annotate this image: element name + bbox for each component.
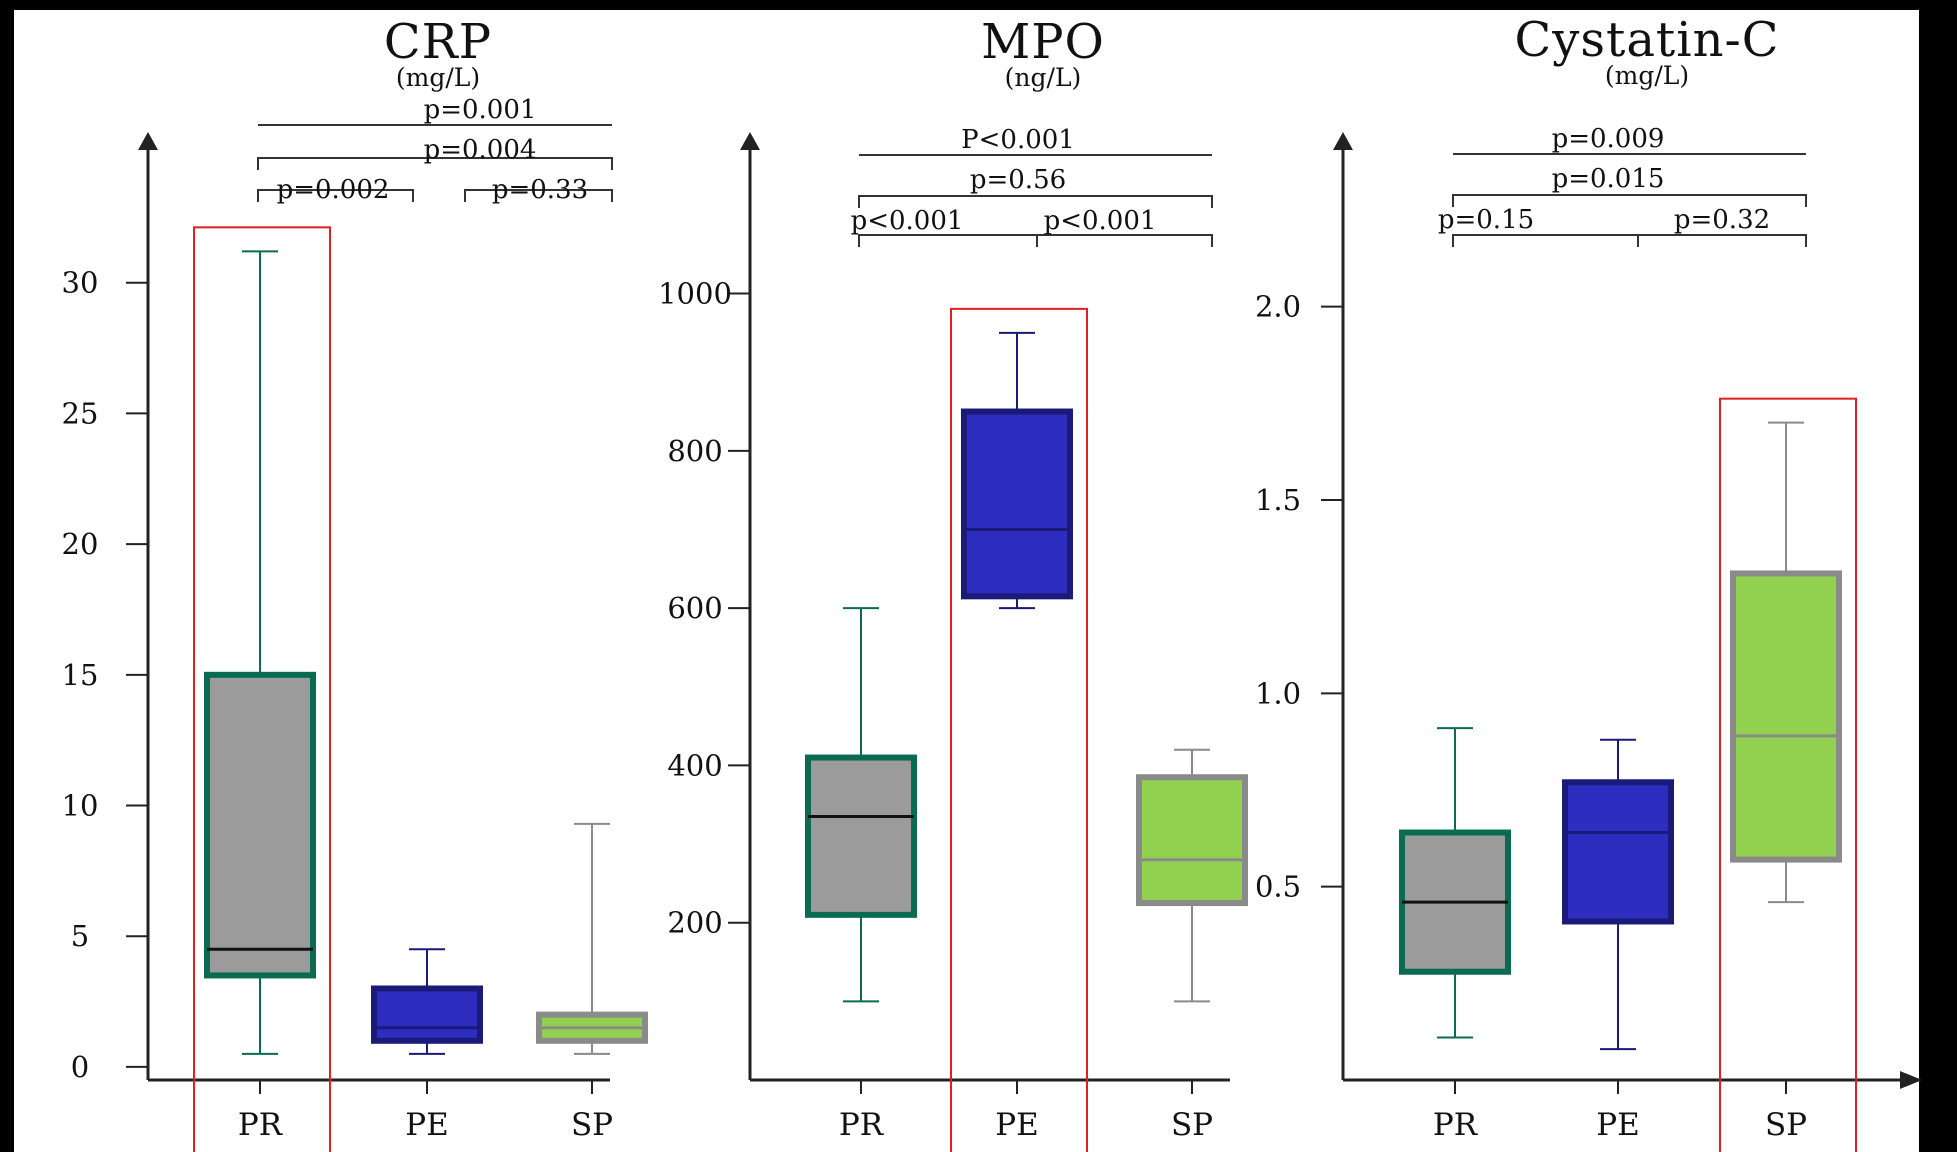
p-value-label: p<0.001 — [1044, 206, 1157, 236]
iqr-box — [204, 671, 316, 979]
y-tick-label: 800 — [667, 434, 722, 468]
box-pe — [371, 948, 483, 1055]
category-label: SP — [571, 1107, 613, 1143]
iqr-box — [371, 985, 483, 1044]
box-sp — [1730, 421, 1842, 904]
y-tick-label: 15 — [62, 658, 99, 692]
comparison-bracket: P<0.001 — [859, 125, 1212, 156]
comparison-bracket-line — [1036, 234, 1213, 247]
panel-mpo: MPO(ng/L) 200 400 600 800 1000 PR PE SP P<0.001 p=… — [658, 14, 1248, 1152]
p-value-label: p=0.33 — [492, 175, 588, 205]
y-tick-label: 0 — [71, 1050, 89, 1084]
p-value-label: p=0.015 — [1552, 164, 1665, 194]
comparison-bracket: p=0.009 — [1453, 124, 1806, 155]
y-tick-label: 1.0 — [1255, 676, 1301, 710]
panel-unit: (mg/L) — [396, 63, 480, 92]
p-value-label: P<0.001 — [961, 125, 1075, 155]
category-label: SP — [1765, 1107, 1807, 1143]
comparison-bracket: p=0.15 — [1438, 205, 1639, 247]
p-value-label: p=0.15 — [1438, 205, 1534, 235]
y-tick-label: 10 — [62, 789, 99, 823]
highlight-frame — [193, 226, 331, 1152]
y-tick-label: 400 — [667, 748, 722, 782]
iqr-box — [1562, 779, 1674, 925]
panel-unit: (ng/L) — [1005, 63, 1082, 92]
comparison-bracket-line — [464, 189, 613, 202]
p-value-label: p<0.001 — [851, 206, 964, 236]
comparison-bracket-line — [1637, 234, 1807, 247]
y-tick-label: 1.5 — [1255, 483, 1301, 517]
p-value-label: p=0.32 — [1674, 205, 1770, 235]
category-label: PE — [1596, 1107, 1640, 1143]
category-label: PR — [839, 1107, 885, 1143]
category-label: PR — [1433, 1107, 1479, 1143]
category-label: PE — [995, 1107, 1039, 1143]
iqr-box — [961, 408, 1073, 600]
y-axis-arrow — [138, 132, 158, 150]
y-axis-arrow — [740, 132, 760, 150]
highlight-frame — [1719, 397, 1857, 1152]
comparison-bracket: p=0.56 — [858, 165, 1213, 208]
box-pr — [805, 607, 917, 1003]
box-pe — [1562, 738, 1674, 1051]
y-tick-label: 1000 — [658, 277, 732, 311]
y-tick-label: 600 — [667, 591, 722, 625]
comparison-bracket-line — [1452, 194, 1807, 207]
comparison-bracket: p=0.004 — [257, 135, 613, 170]
comparison-bracket: p=0.32 — [1637, 205, 1807, 247]
comparison-bracket: p=0.33 — [464, 175, 613, 205]
panel-crp: CRP(mg/L) 0 5 10 15 20 25 30 PR PE SP p=0.001 p=0.00… — [62, 14, 648, 1152]
comparison-bracket-line — [257, 189, 414, 202]
comparison-bracket-line — [858, 195, 1213, 208]
highlight-frame — [950, 307, 1088, 1152]
category-label: SP — [1171, 1107, 1213, 1143]
panel-cystatin-c: Cystatin-C(mg/L) 0.5 1.0 1.5 2.0 PR PE SP p=0.00… — [1255, 12, 1922, 1152]
comparison-bracket: p=0.002 — [257, 175, 414, 205]
p-value-label: p=0.004 — [424, 135, 537, 165]
x-axis-arrow — [1900, 1071, 1922, 1089]
comparison-bracket: p=0.015 — [1452, 164, 1807, 207]
iqr-box — [1730, 570, 1842, 863]
comparison-bracket: p<0.001 — [1036, 206, 1213, 247]
comparison-bracket: p=0.001 — [258, 95, 612, 126]
y-axis-arrow — [1333, 132, 1353, 150]
box-pe — [961, 331, 1073, 610]
panel-title: Cystatin-C — [1515, 12, 1780, 68]
y-tick-label: 0.5 — [1255, 870, 1301, 904]
iqr-box — [1136, 774, 1248, 907]
p-value-label: p=0.001 — [424, 95, 537, 125]
box-pr — [204, 250, 316, 1055]
panel-unit: (mg/L) — [1605, 61, 1689, 90]
y-tick-label: 200 — [667, 906, 722, 940]
p-value-label: p=0.009 — [1552, 124, 1665, 154]
box-sp — [1136, 748, 1248, 1003]
panel-title: CRP — [384, 14, 492, 70]
y-tick-label: 25 — [62, 396, 99, 430]
y-tick-label: 30 — [62, 266, 99, 300]
p-value-label: p=0.56 — [970, 165, 1066, 195]
panel-title: MPO — [981, 14, 1105, 70]
category-label: PR — [238, 1107, 284, 1143]
y-tick-label: 20 — [62, 527, 99, 561]
y-tick-label: 2.0 — [1255, 290, 1301, 324]
y-tick-label: 5 — [71, 919, 89, 953]
category-label: PE — [405, 1107, 449, 1143]
box-pr — [1399, 727, 1511, 1039]
p-value-label: p=0.002 — [277, 175, 390, 205]
comparison-bracket-line — [257, 157, 613, 170]
box-sp — [536, 822, 648, 1055]
iqr-box — [805, 754, 917, 918]
